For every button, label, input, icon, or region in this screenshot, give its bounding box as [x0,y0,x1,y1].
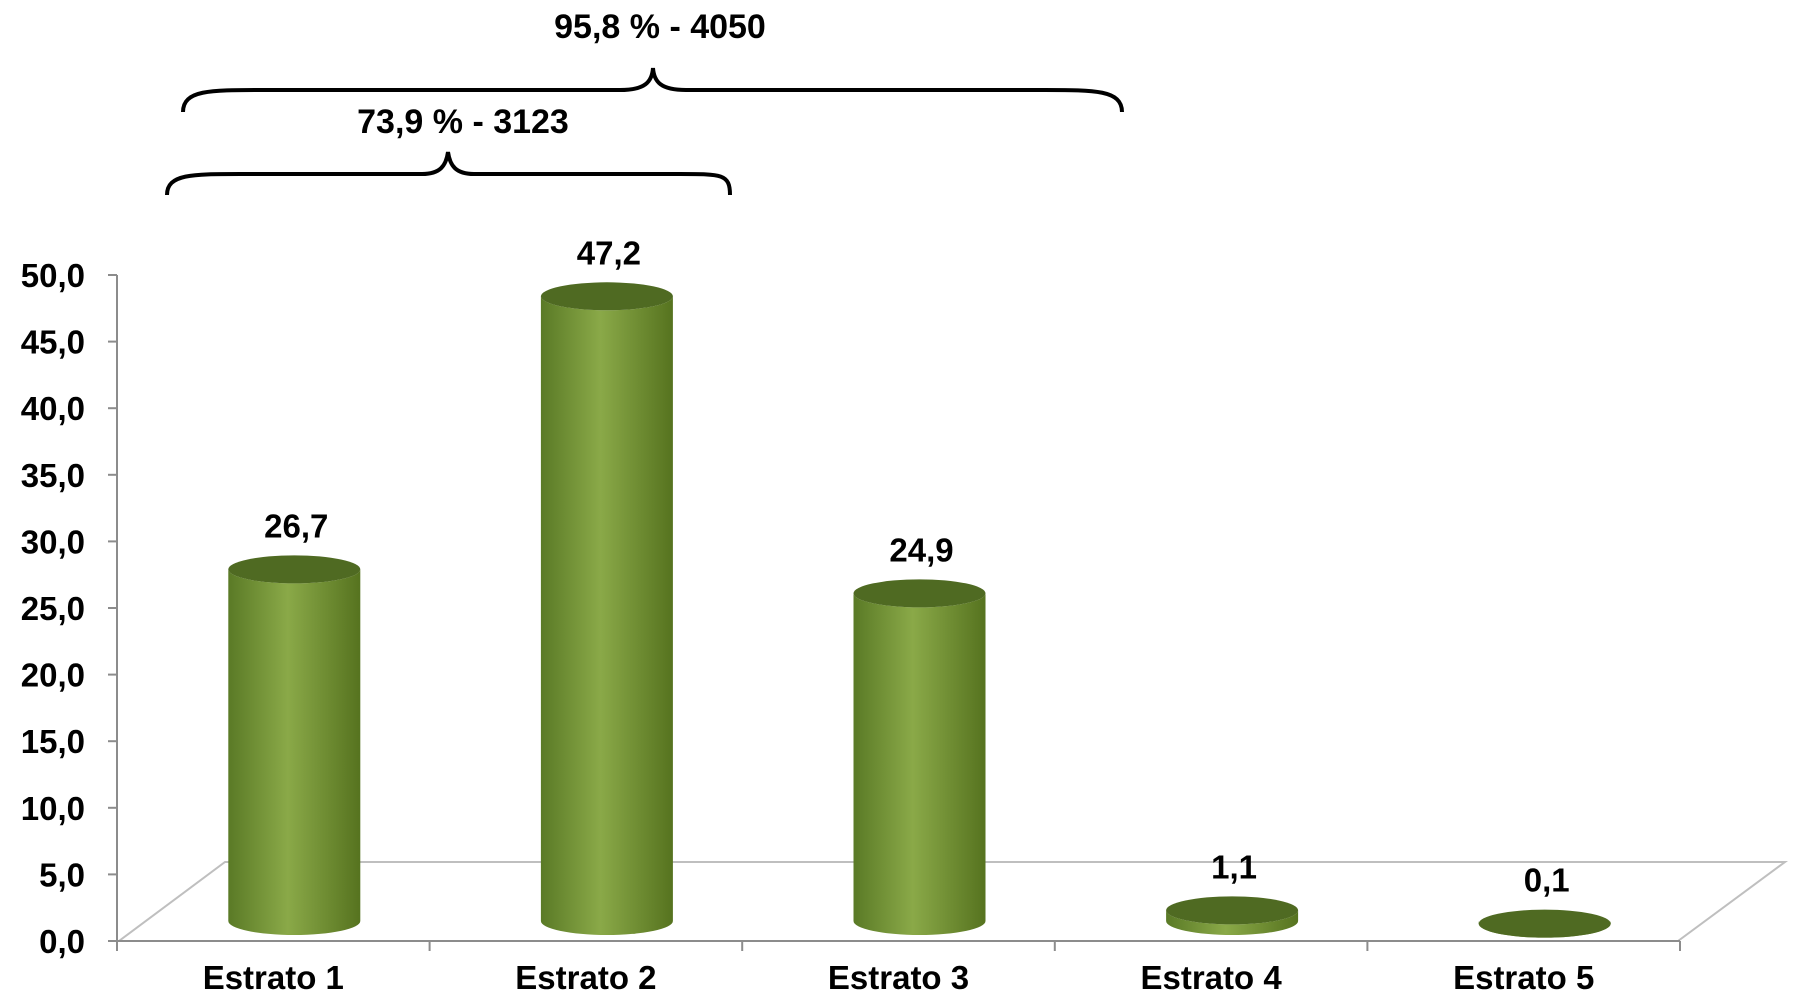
y-tick-label: 15,0 [21,723,85,760]
bar-body [1166,910,1299,936]
data-label: 26,7 [264,507,328,544]
data-label: 47,2 [577,234,641,271]
x-tick-label: Estrato 4 [1140,959,1282,996]
bar-top-cap [228,555,361,584]
annotation-brace-inner [165,151,732,196]
bar-body [228,569,361,935]
y-tick-label: 50,0 [21,257,85,294]
bar [1478,909,1611,938]
data-label: 1,1 [1211,848,1257,885]
x-tick-labels: Estrato 1 Estrato 2 Estrato 3 Estrato 4 Estr… [203,959,1595,996]
y-tick-label: 40,0 [21,390,85,427]
y-tick-label: 5,0 [39,856,85,893]
y-tick-label: 20,0 [21,657,85,694]
bar-top-cap [1478,909,1611,938]
y-tick-label: 45,0 [21,324,85,361]
x-tick-label: Estrato 5 [1453,959,1594,996]
y-axis: 0,0 5,0 10,0 15,0 20,0 25,0 30,0 35,0 40,0 45,0 50… [21,257,117,960]
y-tick-label: 35,0 [21,457,85,494]
bar-body [540,296,673,936]
y-tick-label: 10,0 [21,790,85,827]
bar-body [853,593,986,936]
x-axis [116,941,1681,951]
data-label: 24,9 [889,531,953,568]
x-tick-label: Estrato 1 [203,959,344,996]
bar [1166,896,1299,936]
data-label: 0,1 [1524,862,1570,899]
annotation-inner-label: 73,9 % - 3123 [357,103,569,141]
y-tick-label: 25,0 [21,590,85,627]
x-tick-label: Estrato 3 [828,959,969,996]
x-tick-label: Estrato 2 [515,959,656,996]
y-tick-label: 0,0 [39,923,85,960]
bar-top-cap [1166,896,1299,925]
bar-top-cap [853,579,986,608]
annotation-brace-outer [181,67,1124,113]
annotation-outer-label: 95,8 % - 4050 [554,8,766,46]
bar-series [228,282,1611,938]
y-tick-label: 30,0 [21,523,85,560]
data-labels: 26,7 47,2 24,9 1,1 0,1 [264,234,1569,898]
bar-top-cap [540,282,673,311]
bar [228,555,361,935]
bar [853,579,986,936]
bar [540,282,673,936]
